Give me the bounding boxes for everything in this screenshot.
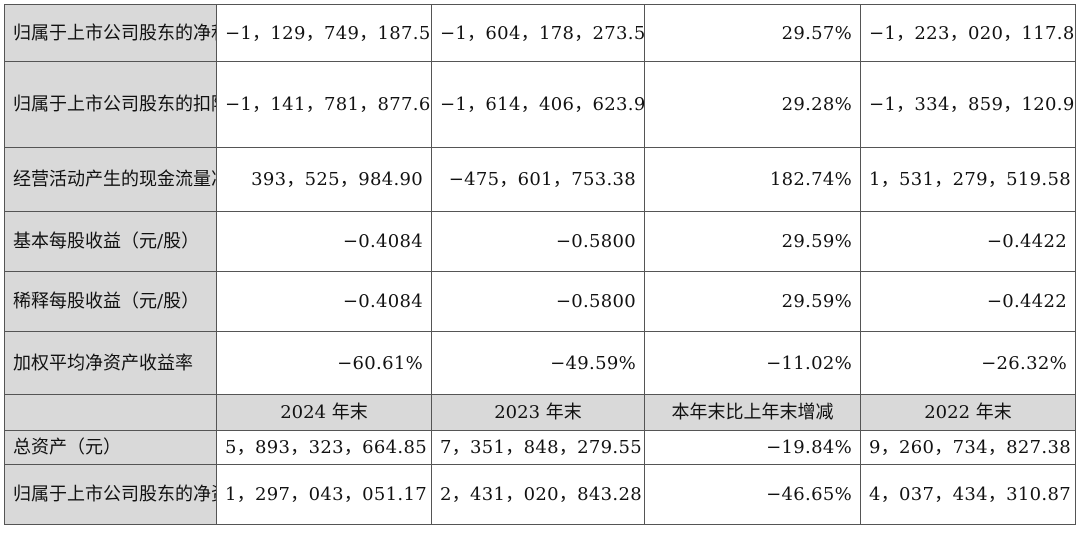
value-2024: 393，525，984.90 (216, 147, 432, 212)
row-label: 归属于上市公司股东的净利润（元） (4, 4, 217, 62)
value-2022: −1，223，020，117.86 (860, 4, 1076, 62)
row-label: 稀释每股收益（元/股） (4, 271, 217, 332)
value-change: −19.84% (644, 430, 861, 465)
table-row: 总资产（元） 5，893，323，664.85 7，351，848，279.55… (4, 430, 1076, 465)
financial-indicators-table: 归属于上市公司股东的净利润（元） −1，129，749，187.54 −1，60… (4, 4, 1076, 525)
value-2024: −1，129，749，187.54 (216, 4, 432, 62)
table-row: 稀释每股收益（元/股） −0.4084 −0.5800 29.59% −0.44… (4, 271, 1076, 332)
value-2023: −0.5800 (431, 271, 645, 332)
row-label: 归属于上市公司股东的净资产（元） (4, 464, 217, 525)
header-cell-2022: 2022 年末 (860, 394, 1076, 431)
value-2022: 9，260，734，827.38 (860, 430, 1076, 465)
value-2024: −60.61% (216, 331, 432, 395)
header-cell-blank (4, 394, 217, 431)
value-change: 29.57% (644, 4, 861, 62)
value-change: −46.65% (644, 464, 861, 525)
value-2023: −1，604，178，273.58 (431, 4, 645, 62)
header-cell-2024: 2024 年末 (216, 394, 432, 431)
value-2024: −0.4084 (216, 211, 432, 272)
value-change: 29.59% (644, 271, 861, 332)
value-2023: −0.5800 (431, 211, 645, 272)
table-row: 归属于上市公司股东的扣除非经常性损益的净利润（元） −1，141，781，877… (4, 61, 1076, 148)
value-2022: 4，037，434，310.87 (860, 464, 1076, 525)
value-2024: 1，297，043，051.17 (216, 464, 432, 525)
value-change: 29.59% (644, 211, 861, 272)
value-2022: −1，334，859，120.92 (860, 61, 1076, 148)
row-label: 归属于上市公司股东的扣除非经常性损益的净利润（元） (4, 61, 217, 148)
value-2023: −1，614，406，623.91 (431, 61, 645, 148)
value-change: 29.28% (644, 61, 861, 148)
value-2023: 2，431，020，843.28 (431, 464, 645, 525)
value-2023: 7，351，848，279.55 (431, 430, 645, 465)
header-cell-change: 本年末比上年末增减 (644, 394, 861, 431)
value-change: −11.02% (644, 331, 861, 395)
value-2022: −0.4422 (860, 211, 1076, 272)
row-label: 基本每股收益（元/股） (4, 211, 217, 272)
value-2022: −26.32% (860, 331, 1076, 395)
value-2022: 1，531，279，519.58 (860, 147, 1076, 212)
value-2024: −1，141，781，877.64 (216, 61, 432, 148)
value-2022: −0.4422 (860, 271, 1076, 332)
value-2024: −0.4084 (216, 271, 432, 332)
row-label: 加权平均净资产收益率 (4, 331, 217, 395)
table-row: 经营活动产生的现金流量净额（元） 393，525，984.90 −475，601… (4, 147, 1076, 212)
table-row: 归属于上市公司股东的净利润（元） −1，129，749，187.54 −1，60… (4, 4, 1076, 62)
value-2024: 5，893，323，664.85 (216, 430, 432, 465)
value-change: 182.74% (644, 147, 861, 212)
header-cell-2023: 2023 年末 (431, 394, 645, 431)
table-row: 加权平均净资产收益率 −60.61% −49.59% −11.02% −26.3… (4, 331, 1076, 395)
value-2023: −475，601，753.38 (431, 147, 645, 212)
row-label: 经营活动产生的现金流量净额（元） (4, 147, 217, 212)
row-label: 总资产（元） (4, 430, 217, 465)
table-row: 归属于上市公司股东的净资产（元） 1，297，043，051.17 2，431，… (4, 464, 1076, 525)
value-2023: −49.59% (431, 331, 645, 395)
table-row: 基本每股收益（元/股） −0.4084 −0.5800 29.59% −0.44… (4, 211, 1076, 272)
period-end-header-row: 2024 年末 2023 年末 本年末比上年末增减 2022 年末 (4, 394, 1076, 431)
